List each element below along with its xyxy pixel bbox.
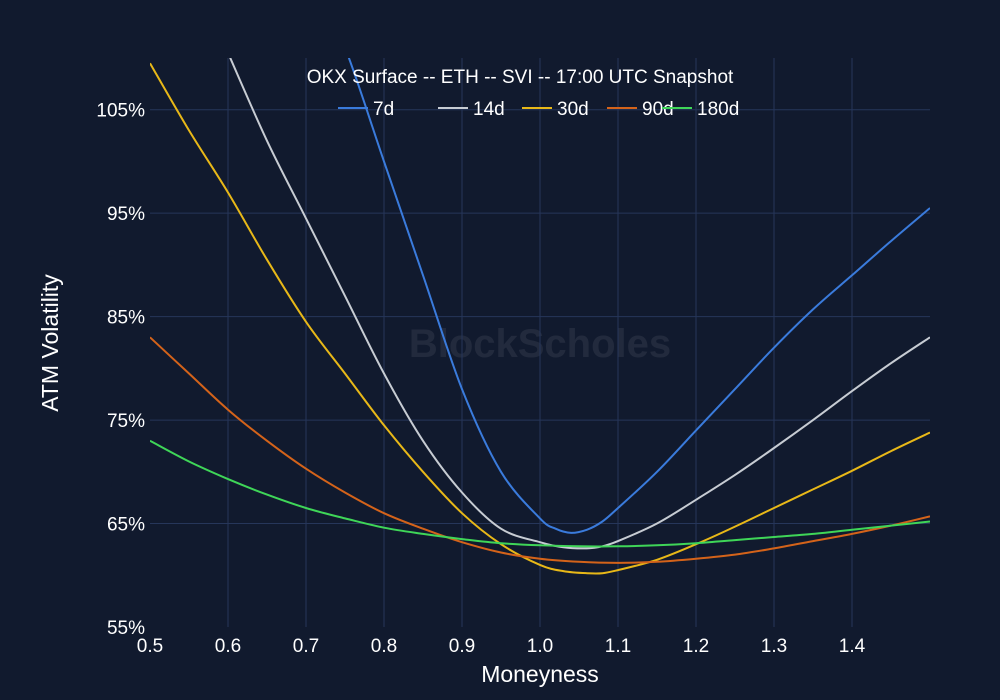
y-tick-label: 75%: [107, 411, 145, 432]
y-axis-title: ATM Volatility: [37, 274, 63, 412]
x-tick-label: 0.6: [215, 636, 241, 657]
legend-label: 14d: [473, 99, 505, 120]
legend-label: 30d: [557, 99, 589, 120]
series-line-14d: [229, 58, 930, 550]
legend-label: 90d: [642, 99, 674, 120]
series-line-90d: [150, 336, 930, 564]
chart-title: OKX Surface -- ETH -- SVI -- 17:00 UTC S…: [307, 67, 734, 88]
legend-label: 180d: [697, 99, 739, 120]
x-tick-label: 1.1: [605, 636, 631, 657]
x-tick-label: 0.8: [371, 636, 397, 657]
x-tick-label: 0.7: [293, 636, 319, 657]
gridlines: [150, 58, 930, 627]
x-tick-label: 1.4: [839, 636, 866, 657]
legend-item-180d[interactable]: 180d: [662, 99, 739, 120]
x-tick-label: 0.5: [137, 636, 163, 657]
y-tick-label: 85%: [107, 308, 145, 329]
y-tick-label: 95%: [107, 204, 145, 225]
x-tick-label: 1.2: [683, 636, 709, 657]
x-tick-label: 0.9: [449, 636, 475, 657]
series-line-7d: [347, 58, 930, 534]
y-tick-label: 65%: [107, 515, 145, 536]
axes: 0.5 0.6 0.7 0.8 0.9 1.0 1.1 1.2 1.3 1.4 55% 65% 75% 8…: [96, 101, 865, 657]
y-tick-label: 105%: [96, 101, 145, 122]
x-tick-label: 1.0: [527, 636, 553, 657]
x-axis-title: Moneyness: [481, 661, 599, 687]
series-line-30d: [150, 62, 930, 575]
legend-item-7d[interactable]: 7d: [338, 99, 394, 120]
legend-label: 7d: [373, 99, 394, 120]
legend-item-30d[interactable]: 30d: [522, 99, 589, 120]
legend: 7d 14d 30d 90d 180d: [338, 99, 739, 120]
series-line-180d: [150, 439, 930, 548]
y-tick-label: 55%: [107, 618, 145, 639]
legend-item-90d[interactable]: 90d: [607, 99, 674, 120]
series-lines: [150, 58, 930, 575]
x-tick-label: 1.3: [761, 636, 787, 657]
legend-item-14d[interactable]: 14d: [438, 99, 505, 120]
